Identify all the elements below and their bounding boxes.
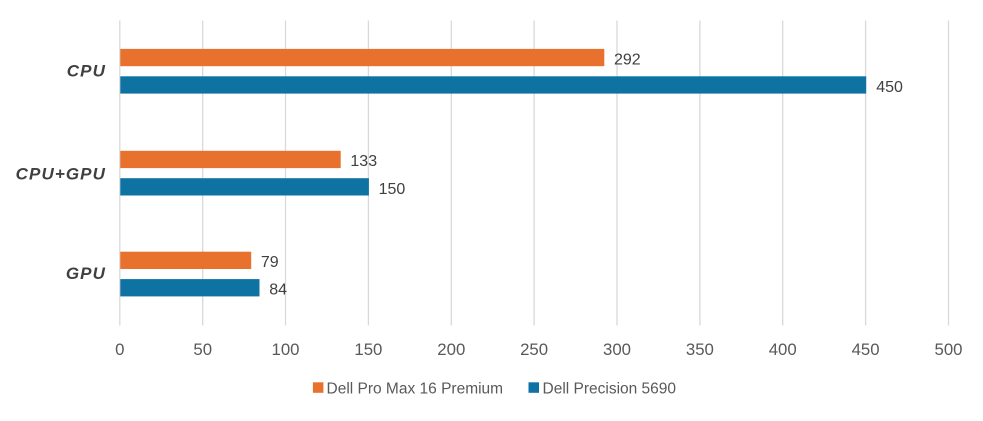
- svg-text:50: 50: [193, 340, 212, 359]
- svg-text:Dell Pro Max 16 Premium: Dell Pro Max 16 Premium: [327, 380, 504, 397]
- svg-text:84: 84: [269, 282, 287, 299]
- svg-text:Dell Precision 5690: Dell Precision 5690: [543, 380, 677, 397]
- svg-text:79: 79: [261, 254, 279, 271]
- svg-text:100: 100: [272, 340, 300, 359]
- svg-text:300: 300: [603, 340, 631, 359]
- svg-text:0: 0: [115, 340, 124, 359]
- svg-text:CPU: CPU: [67, 61, 106, 80]
- svg-text:133: 133: [350, 153, 377, 170]
- svg-text:350: 350: [686, 340, 714, 359]
- svg-text:292: 292: [614, 51, 641, 68]
- svg-text:450: 450: [876, 79, 903, 96]
- svg-text:200: 200: [437, 340, 465, 359]
- svg-text:400: 400: [769, 340, 797, 359]
- svg-text:250: 250: [520, 340, 548, 359]
- svg-text:GPU: GPU: [66, 264, 106, 283]
- svg-text:150: 150: [354, 340, 382, 359]
- svg-text:CPU+GPU: CPU+GPU: [16, 165, 106, 184]
- svg-text:450: 450: [852, 340, 880, 359]
- svg-text:500: 500: [935, 340, 963, 359]
- svg-text:150: 150: [379, 181, 406, 198]
